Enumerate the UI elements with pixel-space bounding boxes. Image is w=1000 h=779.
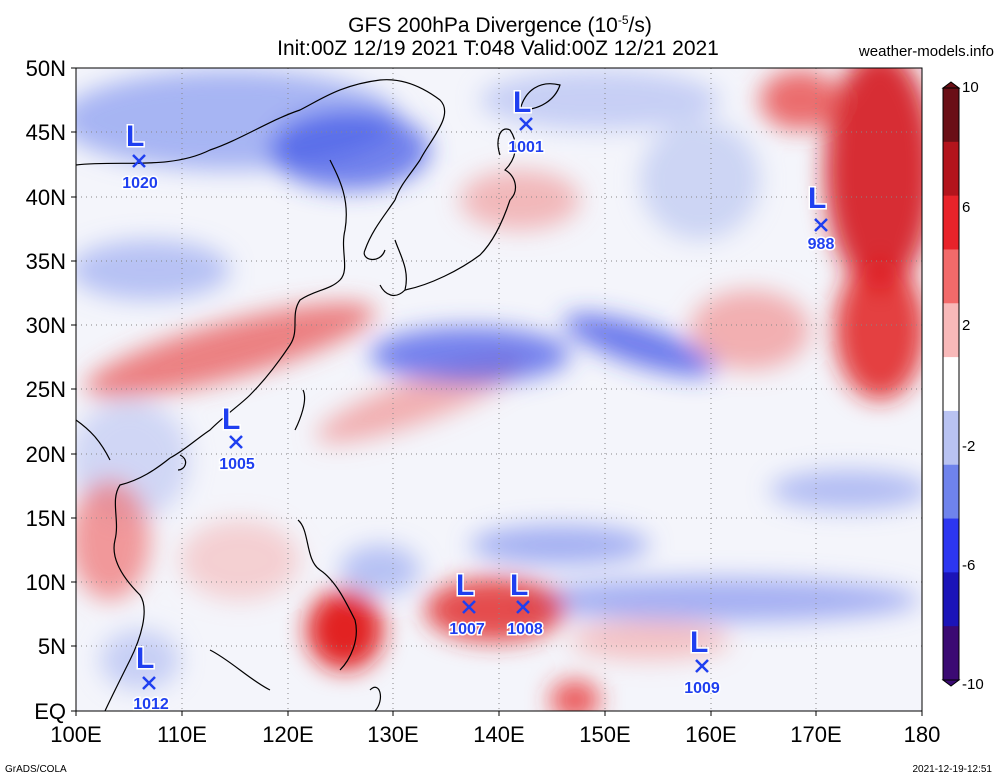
low-letter: L bbox=[513, 86, 531, 119]
lat-label: 25N bbox=[26, 377, 66, 402]
low-pressure-value: 1020 bbox=[122, 175, 158, 192]
low-marker-1020: L 1020 bbox=[121, 119, 160, 194]
low-marker-1007: L 1007 bbox=[448, 568, 487, 640]
lat-label: 50N bbox=[26, 56, 66, 81]
site-credit: weather-models.info bbox=[858, 43, 994, 60]
lon-label: 170E bbox=[790, 722, 841, 747]
low-pressure-value: 1005 bbox=[219, 456, 255, 473]
map-title: GFS 200hPa Divergence (10-5/s) bbox=[0, 8, 1000, 38]
lat-label: 10N bbox=[26, 570, 66, 595]
lon-label: 120E bbox=[262, 722, 313, 747]
colorbar-segment bbox=[943, 249, 959, 304]
lon-label: 100E bbox=[50, 722, 101, 747]
map-subtitle: Init:00Z 12/19 2021 T:048 Valid:00Z 12/2… bbox=[277, 37, 719, 60]
title-exponent: -5 bbox=[617, 13, 629, 27]
colorbar-segment bbox=[943, 195, 959, 250]
colorbar-segments bbox=[943, 88, 959, 681]
lat-label: 40N bbox=[26, 185, 66, 210]
colorbar-top-cap bbox=[941, 81, 961, 89]
low-pressure-value: 1007 bbox=[449, 621, 485, 638]
colorbar-segment bbox=[943, 88, 959, 143]
lon-label: 180 bbox=[904, 722, 941, 747]
low-letter: L bbox=[222, 403, 240, 436]
lon-label: 160E bbox=[685, 722, 736, 747]
colorbar-bottom-cap bbox=[941, 679, 961, 687]
low-pressure-value: 1009 bbox=[684, 680, 720, 697]
low-center-x-icon bbox=[695, 659, 709, 673]
divergence-field bbox=[76, 68, 922, 711]
low-letter: L bbox=[136, 642, 154, 675]
colorbar-segment bbox=[943, 303, 959, 358]
low-center-x-icon bbox=[814, 218, 828, 232]
low-center-x-icon bbox=[142, 676, 156, 690]
colorbar-segment bbox=[943, 464, 959, 520]
lat-label: 20N bbox=[26, 442, 66, 467]
low-center-x-icon bbox=[519, 117, 533, 131]
colorbar-label: 10 bbox=[962, 79, 979, 96]
colorbar-label: -10 bbox=[962, 676, 984, 693]
footer-source: GrADS/COLA bbox=[5, 764, 67, 775]
title-text: GFS 200hPa Divergence (10 bbox=[348, 14, 618, 37]
lat-label: 35N bbox=[26, 249, 66, 274]
lat-label: 45N bbox=[26, 120, 66, 145]
low-letter: L bbox=[456, 569, 474, 602]
low-center-x-icon bbox=[132, 154, 146, 168]
lat-label: 30N bbox=[26, 313, 66, 338]
lat-label: 5N bbox=[38, 634, 66, 659]
lon-label: 140E bbox=[473, 722, 524, 747]
low-pressure-value: 1001 bbox=[508, 139, 544, 156]
colorbar-label: -6 bbox=[962, 557, 975, 574]
colorbar-label: 6 bbox=[962, 199, 970, 216]
colorbar-segment bbox=[943, 572, 959, 627]
low-center-x-icon bbox=[462, 600, 476, 614]
low-marker-1009: L 1009 bbox=[683, 625, 722, 699]
lat-label: 15N bbox=[26, 506, 66, 531]
lon-label: 110E bbox=[157, 722, 207, 747]
colorbar-label: 2 bbox=[962, 317, 970, 334]
coastlines bbox=[76, 79, 561, 711]
low-pressure-value: 1008 bbox=[507, 621, 543, 638]
colorbar-segment bbox=[943, 357, 959, 412]
low-marker-1005: L 1005 bbox=[218, 402, 257, 475]
colorbar-segment bbox=[943, 518, 959, 573]
low-marker-1001: L 1001 bbox=[507, 85, 546, 158]
low-pressure-value: 1012 bbox=[133, 696, 169, 713]
low-marker-988: L 988 bbox=[806, 181, 836, 255]
low-center-x-icon bbox=[516, 600, 530, 614]
lon-label: 130E bbox=[367, 722, 418, 747]
low-marker-1012: L 1012 bbox=[132, 641, 171, 715]
lat-label: EQ bbox=[34, 699, 66, 724]
colorbar-label: -2 bbox=[962, 438, 975, 455]
graticule bbox=[76, 68, 922, 711]
colorbar-segment bbox=[943, 626, 959, 681]
lon-label: 150E bbox=[579, 722, 630, 747]
low-letter: L bbox=[126, 120, 144, 153]
low-letter: L bbox=[510, 569, 528, 602]
colorbar-segment bbox=[943, 410, 959, 466]
colorbar: 10 6 2 -2 -6 -10 bbox=[941, 79, 984, 693]
low-pressure-value: 988 bbox=[808, 236, 835, 253]
footer-timestamp: 2021-12-19-12:51 bbox=[912, 764, 992, 775]
low-center-x-icon bbox=[229, 435, 243, 449]
low-letter: L bbox=[808, 182, 826, 215]
title-unit: /s) bbox=[628, 14, 652, 37]
low-letter: L bbox=[690, 626, 708, 659]
colorbar-segment bbox=[943, 141, 959, 197]
low-marker-1008: L 1008 bbox=[506, 568, 545, 640]
